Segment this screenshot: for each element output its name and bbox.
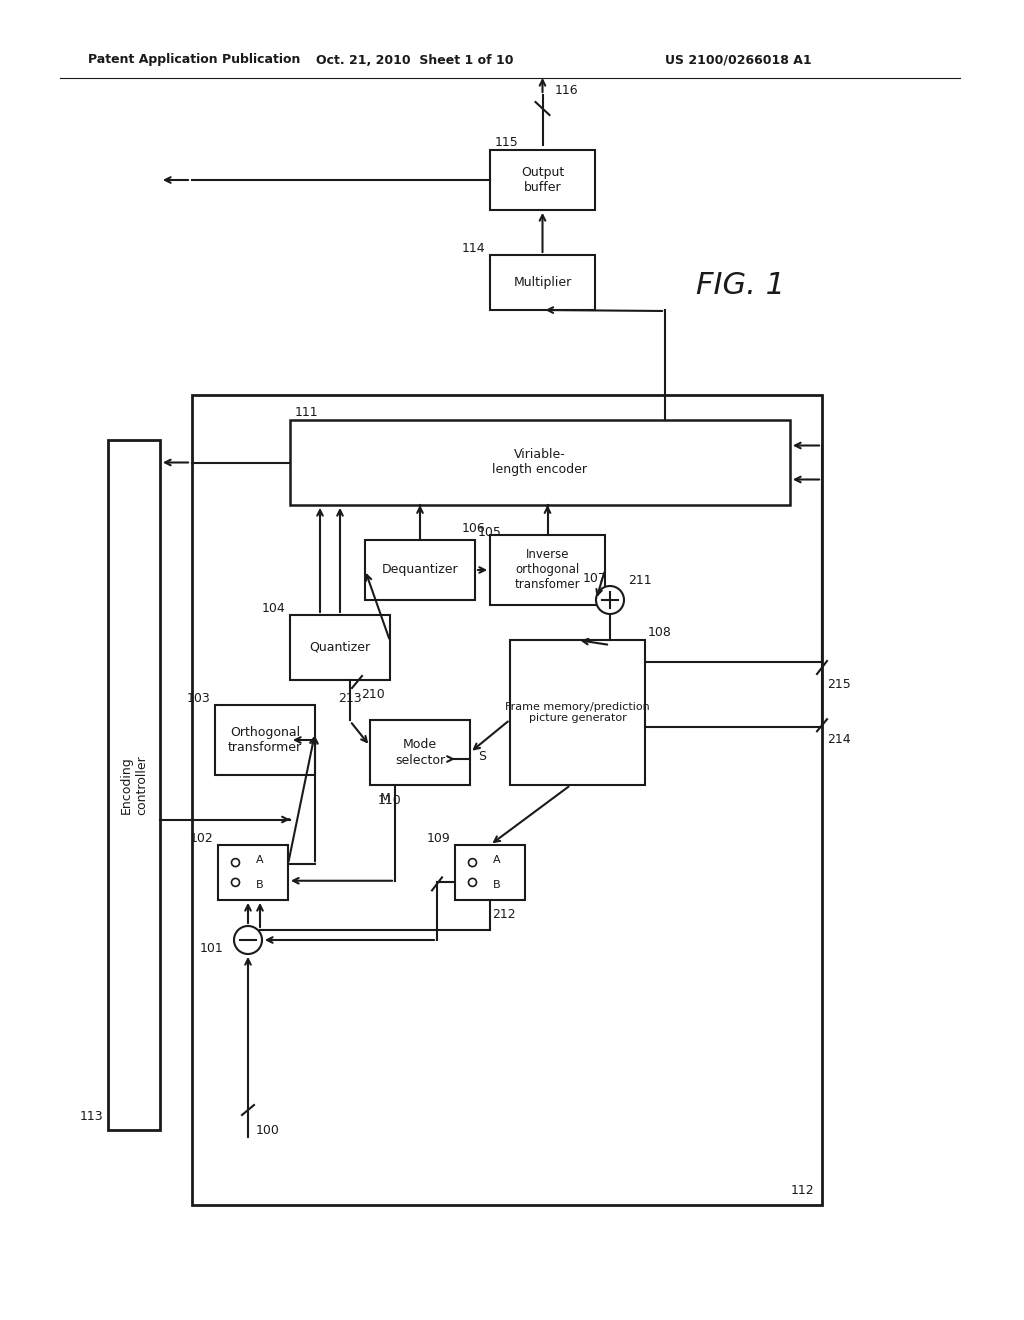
Bar: [510, 640, 645, 785]
Bar: [215, 705, 315, 775]
Text: 115: 115: [495, 136, 519, 149]
Text: 214: 214: [827, 733, 851, 746]
Text: 105: 105: [478, 527, 502, 540]
Circle shape: [231, 858, 240, 867]
Text: 104: 104: [261, 602, 285, 615]
Text: Frame memory/prediction
picture generator: Frame memory/prediction picture generato…: [505, 702, 650, 723]
Circle shape: [469, 858, 476, 867]
Text: Viriable-
length encoder: Viriable- length encoder: [493, 449, 588, 477]
Text: A: A: [256, 855, 264, 866]
Bar: [490, 255, 595, 310]
Bar: [193, 395, 822, 1205]
Circle shape: [234, 927, 262, 954]
Bar: [490, 150, 595, 210]
Bar: [108, 440, 160, 1130]
Text: 213: 213: [338, 692, 362, 705]
Text: 102: 102: [189, 832, 213, 845]
Bar: [290, 420, 790, 506]
Text: 101: 101: [200, 941, 223, 954]
Bar: [290, 615, 390, 680]
Text: B: B: [256, 879, 264, 890]
Circle shape: [596, 586, 624, 614]
Text: Dequantizer: Dequantizer: [382, 564, 459, 577]
Bar: [455, 845, 525, 900]
Text: A: A: [494, 855, 501, 866]
Text: Orthogonal
transformer: Orthogonal transformer: [228, 726, 302, 754]
Text: 107: 107: [583, 572, 607, 585]
Text: 212: 212: [492, 908, 516, 920]
Circle shape: [231, 878, 240, 887]
Text: Encoding
controller: Encoding controller: [120, 755, 148, 814]
Text: US 2100/0266018 A1: US 2100/0266018 A1: [665, 54, 812, 66]
Bar: [370, 719, 470, 785]
Text: B: B: [494, 879, 501, 890]
Bar: [365, 540, 475, 601]
Text: 110: 110: [378, 795, 401, 808]
Text: 100: 100: [256, 1123, 280, 1137]
Text: 103: 103: [186, 692, 210, 705]
Text: 114: 114: [462, 242, 485, 255]
Text: M: M: [380, 792, 390, 805]
Text: Quantizer: Quantizer: [309, 642, 371, 653]
Text: 108: 108: [648, 627, 672, 639]
Text: Mode
selector: Mode selector: [395, 738, 445, 767]
Circle shape: [469, 878, 476, 887]
Text: 109: 109: [426, 832, 450, 845]
Text: 113: 113: [80, 1110, 103, 1122]
Text: 215: 215: [827, 677, 851, 690]
Text: 106: 106: [461, 521, 485, 535]
Text: 210: 210: [361, 688, 385, 701]
Text: 112: 112: [791, 1184, 814, 1197]
Text: 116: 116: [555, 83, 579, 96]
Text: Output
buffer: Output buffer: [521, 166, 564, 194]
Text: S: S: [478, 750, 486, 763]
Bar: [218, 845, 288, 900]
Bar: [490, 535, 605, 605]
Text: Multiplier: Multiplier: [513, 276, 571, 289]
Text: Patent Application Publication: Patent Application Publication: [88, 54, 300, 66]
Text: FIG. 1: FIG. 1: [695, 271, 784, 300]
Text: Inverse
orthogonal
transfomer: Inverse orthogonal transfomer: [515, 549, 581, 591]
Text: 211: 211: [628, 573, 651, 586]
Text: 111: 111: [295, 407, 318, 420]
Text: Oct. 21, 2010  Sheet 1 of 10: Oct. 21, 2010 Sheet 1 of 10: [316, 54, 514, 66]
